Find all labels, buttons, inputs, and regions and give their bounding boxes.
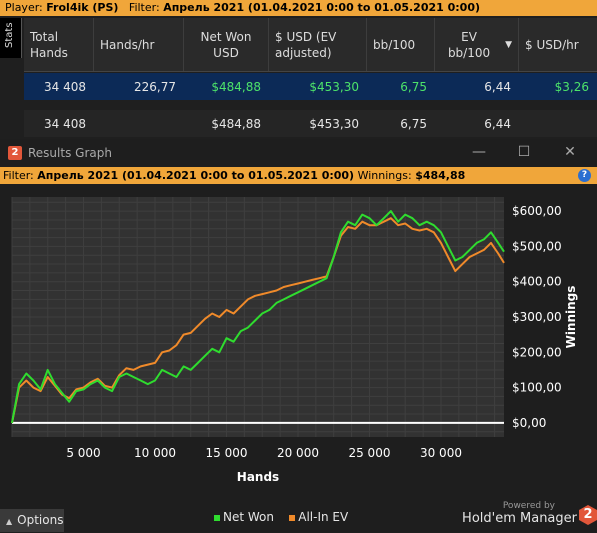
cell: 34 408 — [44, 79, 86, 94]
legend-all-in-ev: All-In EV — [298, 510, 349, 524]
col-ev-bb-100-label: EV bb/100 — [447, 29, 491, 60]
col-usd-ev-adjusted[interactable]: $ USD (EV adjusted) — [269, 18, 367, 71]
powered-by-label: Powered by — [502, 501, 555, 511]
close-button[interactable]: ✕ — [564, 144, 576, 160]
top-filter-bar: Player: Frol4ik (PS) Filter: Апрель 2021… — [0, 0, 597, 16]
series-line-all-in-ev — [11, 217, 505, 424]
col-total-hands[interactable]: Total Hands — [24, 18, 94, 71]
window-title: Results Graph — [28, 146, 112, 160]
player-value: Frol4ik (PS) — [46, 1, 119, 14]
graph-footer: ▲ Options Net Won All-In EV Powered by Ho… — [0, 501, 597, 532]
cell: 226,77 — [134, 79, 176, 94]
series-line-net-won — [11, 210, 505, 424]
cell: $484,88 — [211, 116, 261, 131]
x-axis-label: Hands — [237, 470, 279, 484]
stats-table: Total Hands Hands/hr Net Won USD $ USD (… — [24, 18, 597, 137]
cell: $3,26 — [554, 79, 589, 94]
brand-name: Hold'em Manager — [462, 511, 577, 526]
maximize-button[interactable]: ☐ — [517, 144, 531, 160]
col-net-won[interactable]: Net Won USD — [184, 18, 269, 71]
cell: 6,75 — [400, 79, 427, 94]
graph-filter-value: Апрель 2021 (01.04.2021 0:00 to 01.05.20… — [37, 169, 355, 182]
stats-tab-label: Stats — [4, 22, 15, 48]
y-tick-label: $600,00 — [512, 204, 562, 218]
window-titlebar[interactable]: 2 Results Graph — ☐ ✕ — [0, 139, 597, 167]
y-tick-label: $0,00 — [512, 416, 546, 430]
hm2-app-icon: 2 — [8, 146, 22, 160]
help-icon[interactable]: ? — [578, 169, 591, 182]
table-row-selected[interactable]: 34 408 226,77 $484,88 $453,30 6,75 6,44 … — [24, 73, 597, 100]
options-button[interactable]: ▲ Options — [0, 509, 64, 532]
x-tick-label: 20 000 — [277, 446, 319, 460]
brand: Powered by Hold'em Manager 2 — [462, 501, 597, 526]
graph-filter-bar: Filter: Апрель 2021 (01.04.2021 0:00 to … — [0, 167, 597, 184]
cell: $484,88 — [211, 79, 261, 94]
y-tick-label: $400,00 — [512, 275, 562, 289]
results-chart-svg: 5 000 10 000 15 000 20 000 25 000 30 000 $0,0… — [11, 197, 578, 484]
x-tick-label: 30 000 — [420, 446, 462, 460]
cell: $453,30 — [309, 79, 359, 94]
col-bb-100[interactable]: bb/100 — [367, 18, 435, 71]
filter-value: Апрель 2021 (01.04.2021 0:00 to 01.05.20… — [163, 1, 481, 14]
stats-tab[interactable]: Stats — [0, 18, 22, 58]
legend-swatch-all-in-ev — [289, 514, 296, 521]
y-tick-label: $200,00 — [512, 345, 562, 359]
table-header: Total Hands Hands/hr Net Won USD $ USD (… — [24, 18, 597, 72]
winnings-label: Winnings: — [357, 169, 412, 182]
col-usd-hr[interactable]: $ USD/hr — [525, 37, 579, 52]
series-group — [11, 210, 505, 424]
legend-net-won: Net Won — [223, 510, 274, 524]
table-row-total: 34 408 $484,88 $453,30 6,75 6,44 — [24, 110, 597, 137]
y-tick-label: $300,00 — [512, 310, 562, 324]
col-ev-bb-100[interactable]: EV bb/100 ▼ — [435, 18, 519, 71]
cell: 6,44 — [484, 116, 511, 131]
chart-legend: Net Won All-In EV — [214, 510, 348, 524]
grid — [11, 197, 504, 437]
player-label: Player: — [5, 1, 43, 14]
hm2-logo-icon: 2 — [579, 505, 597, 525]
y-tick-label: $500,00 — [512, 239, 562, 253]
x-ticks: 5 000 10 000 15 000 20 000 25 000 30 000 — [66, 446, 462, 460]
results-chart: 5 000 10 000 15 000 20 000 25 000 30 000 $0,0… — [0, 185, 597, 501]
y-ticks: $0,00 $100,00 $200,00 $300,00 $400,00 $500,00… — [512, 204, 562, 430]
options-label: Options — [17, 513, 64, 527]
x-tick-label: 25 000 — [348, 446, 390, 460]
cell: $453,30 — [309, 116, 359, 131]
legend-swatch-net-won — [214, 514, 220, 521]
results-graph-window: 2 Results Graph — ☐ ✕ Filter: Апрель 202… — [0, 139, 597, 532]
caret-up-icon: ▲ — [6, 517, 13, 526]
cell: 6,75 — [400, 116, 427, 131]
col-hands-hr[interactable]: Hands/hr — [94, 18, 184, 71]
cell: 6,44 — [484, 79, 511, 94]
y-tick-label: $100,00 — [512, 381, 562, 395]
x-tick-label: 15 000 — [205, 446, 247, 460]
y-axis-label: Winnings — [564, 286, 578, 349]
filter-label: Filter: — [128, 1, 160, 14]
sort-desc-icon: ▼ — [505, 39, 512, 50]
x-tick-label: 5 000 — [66, 446, 100, 460]
x-tick-label: 10 000 — [134, 446, 176, 460]
graph-filter-label: Filter: — [3, 169, 34, 182]
winnings-value: $484,88 — [415, 169, 466, 182]
minimize-button[interactable]: — — [472, 144, 486, 160]
cell: 34 408 — [44, 116, 86, 131]
